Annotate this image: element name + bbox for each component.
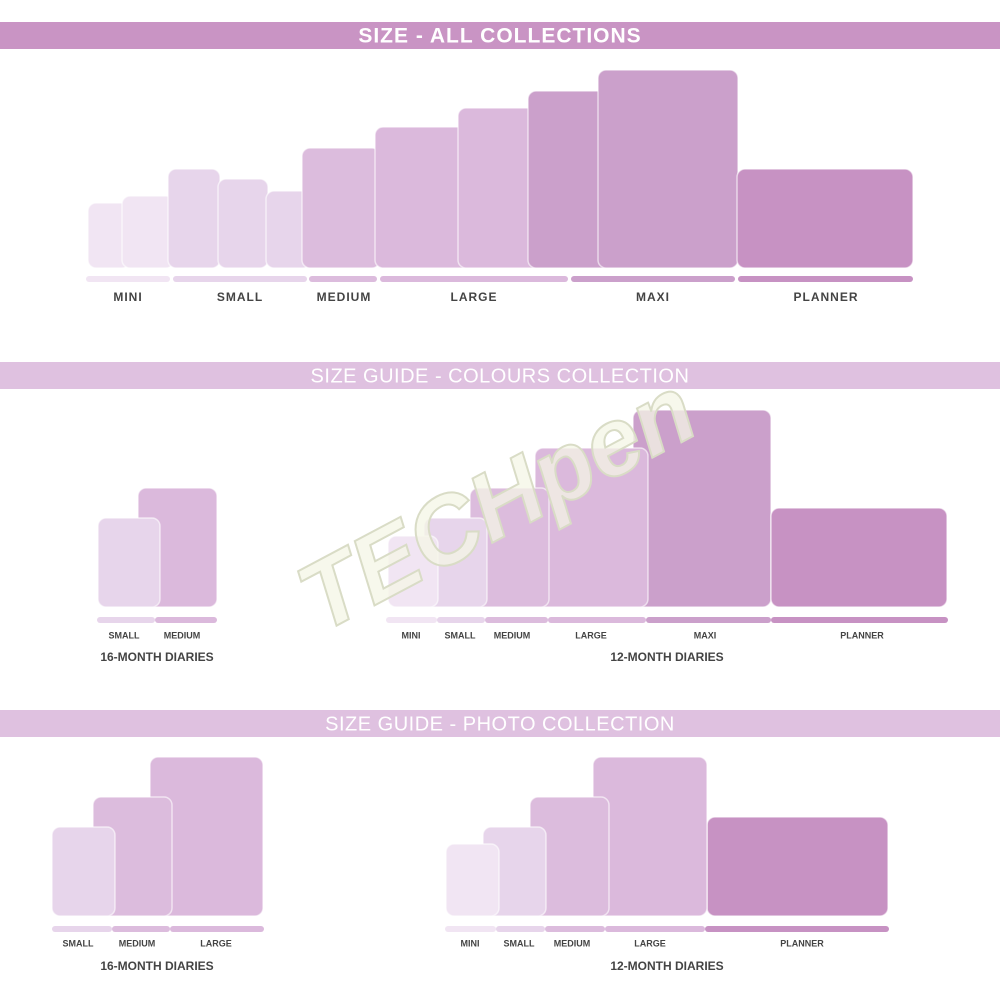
size-bar (173, 276, 307, 282)
size-label: PLANNER (793, 290, 858, 304)
size-bar (605, 926, 705, 932)
size-label: MINI (461, 938, 480, 948)
group-label: 16-MONTH DIARIES (100, 650, 213, 664)
size-label: LARGE (575, 630, 607, 640)
section-title: SIZE GUIDE - PHOTO COLLECTION (325, 713, 675, 735)
diary-shape (592, 756, 708, 917)
diary-shape (387, 535, 439, 608)
size-bar (309, 276, 377, 282)
size-label: SMALL (504, 938, 535, 948)
diary-shape (167, 168, 221, 269)
size-label: MEDIUM (119, 938, 156, 948)
size-bar (155, 617, 217, 623)
size-label: LARGE (200, 938, 232, 948)
size-label: SMALL (445, 630, 476, 640)
diary-shape (445, 843, 500, 917)
size-bar (52, 926, 112, 932)
size-bar (485, 617, 548, 623)
diary-shape (706, 816, 889, 917)
size-bar (571, 276, 735, 282)
size-label: MAXI (636, 290, 670, 304)
diary-shape (97, 517, 161, 608)
size-bar (437, 617, 485, 623)
size-bar (112, 926, 170, 932)
size-bar (771, 617, 948, 623)
size-label: PLANNER (780, 938, 824, 948)
diary-shape (121, 195, 175, 269)
size-label: MINI (402, 630, 421, 640)
size-label: SMALL (63, 938, 94, 948)
group-label: 16-MONTH DIARIES (100, 959, 213, 973)
size-bar (738, 276, 913, 282)
size-bar (97, 617, 155, 623)
diary-shape (301, 147, 381, 269)
diary-shape (217, 178, 269, 269)
size-bar (548, 617, 646, 623)
size-label: LARGE (451, 290, 498, 304)
size-bar (170, 926, 264, 932)
diary-shape (736, 168, 914, 269)
size-label: MEDIUM (554, 938, 591, 948)
group-label: 12-MONTH DIARIES (610, 650, 723, 664)
size-bar (545, 926, 605, 932)
size-bar (445, 926, 496, 932)
size-label: MINI (113, 290, 142, 304)
header-bar (0, 22, 1000, 49)
diary-shape (51, 826, 116, 917)
size-bar (86, 276, 170, 282)
size-label: MEDIUM (317, 290, 372, 304)
size-label: SMALL (109, 630, 140, 640)
diary-shape (770, 507, 948, 608)
group-label: 12-MONTH DIARIES (610, 959, 723, 973)
size-bar (646, 617, 771, 623)
size-label: LARGE (634, 938, 666, 948)
size-bar (380, 276, 568, 282)
header-bar (0, 710, 1000, 737)
size-bar (386, 617, 437, 623)
size-bar (705, 926, 889, 932)
diary-shape (597, 69, 739, 269)
size-label: SMALL (217, 290, 263, 304)
size-bar (496, 926, 545, 932)
size-label: MAXI (694, 630, 717, 640)
section-title: SIZE GUIDE - COLOURS COLLECTION (311, 365, 690, 387)
size-label: PLANNER (840, 630, 884, 640)
section-title: SIZE - ALL COLLECTIONS (358, 25, 641, 48)
header-bar (0, 362, 1000, 389)
size-label: MEDIUM (494, 630, 531, 640)
size-label: MEDIUM (164, 630, 201, 640)
